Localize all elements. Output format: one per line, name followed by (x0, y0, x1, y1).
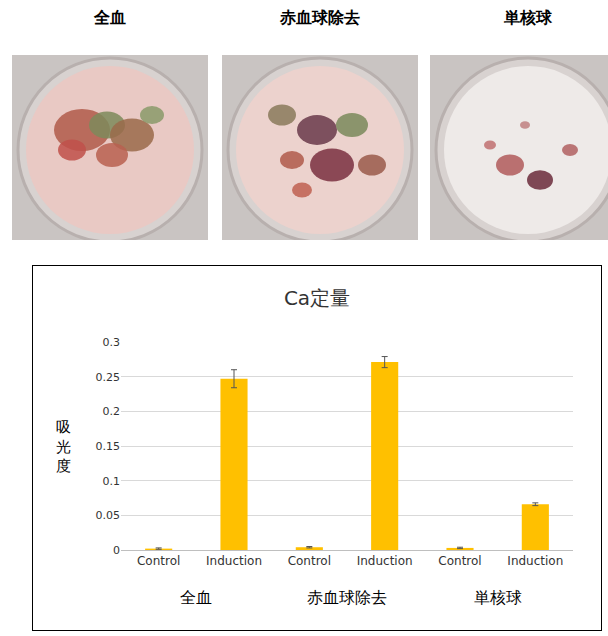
svg-text:0.2: 0.2 (103, 405, 121, 418)
svg-text:0.05: 0.05 (96, 509, 121, 522)
svg-text:0.3: 0.3 (103, 336, 121, 349)
svg-text:0.15: 0.15 (96, 440, 121, 453)
svg-text:全血: 全血 (180, 588, 212, 607)
svg-text:Induction: Induction (206, 554, 262, 568)
svg-text:0: 0 (113, 544, 120, 557)
svg-text:0.1: 0.1 (103, 475, 121, 488)
svg-text:Ca定量: Ca定量 (284, 286, 350, 310)
svg-text:Induction: Induction (507, 554, 563, 568)
svg-text:Control: Control (438, 554, 481, 568)
svg-text:吸光度: 吸光度 (56, 418, 71, 475)
svg-text:0.25: 0.25 (96, 371, 121, 384)
svg-text:単核球: 単核球 (474, 588, 522, 607)
svg-text:Control: Control (288, 554, 331, 568)
html-text:赤血球除去: 赤血球除去 (280, 8, 360, 27)
svg-text:赤血球除去: 赤血球除去 (307, 588, 387, 607)
svg-text:Induction: Induction (357, 554, 413, 568)
svg-text:Control: Control (137, 554, 180, 568)
html-text:単核球: 単核球 (504, 8, 552, 27)
html-text:全血: 全血 (94, 8, 126, 27)
